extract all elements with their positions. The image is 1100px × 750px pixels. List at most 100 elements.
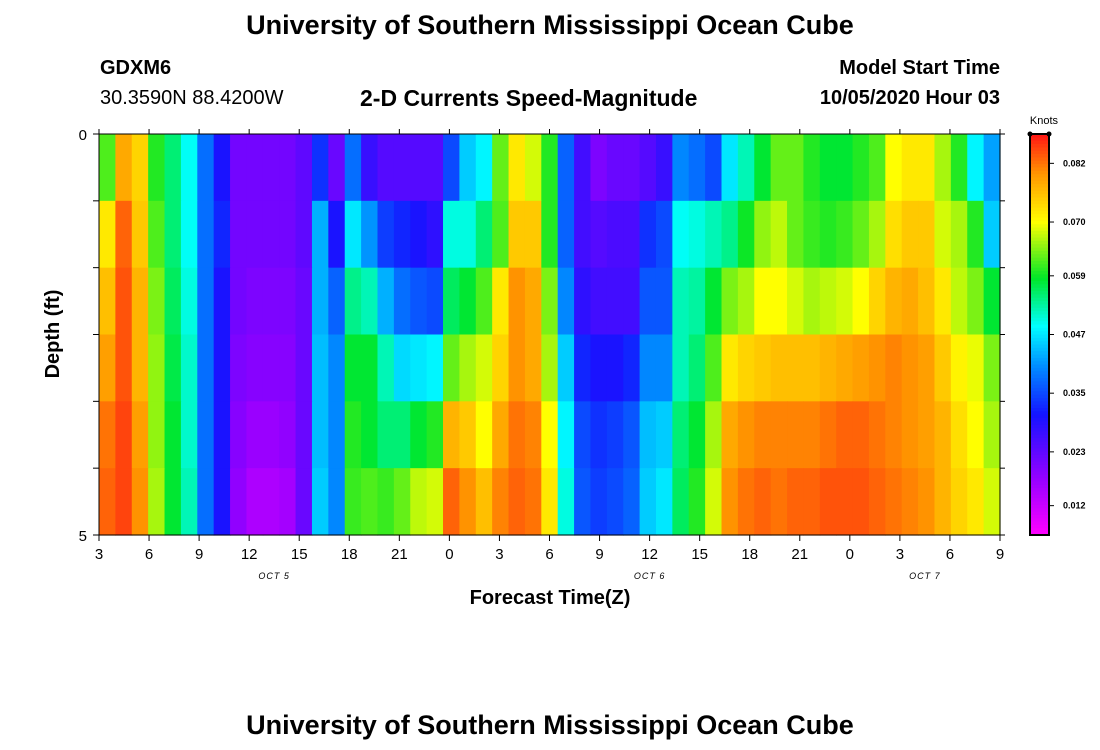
heatmap-cell: [377, 334, 395, 402]
colorbar-segment: [1030, 190, 1049, 195]
heatmap-cell: [377, 468, 395, 536]
heatmap-cell: [148, 401, 166, 469]
heatmap-cell: [508, 468, 526, 536]
heatmap-cell: [655, 134, 673, 202]
colorbar-segment: [1030, 170, 1049, 175]
x-tick-label: 21: [791, 546, 808, 563]
heatmap-cell: [344, 200, 362, 269]
colorbar-segment: [1030, 384, 1049, 389]
heatmap-cell: [311, 134, 329, 202]
colorbar-tick-label: 0.023: [1063, 447, 1086, 457]
colorbar-segment: [1030, 260, 1049, 265]
heatmap-cell: [787, 468, 805, 536]
heatmap-cell: [590, 334, 608, 402]
colorbar-tick-label: 0.012: [1063, 501, 1086, 511]
heatmap-cell: [475, 334, 493, 402]
heatmap-cell: [623, 267, 641, 336]
heatmap-cell: [787, 267, 805, 336]
heatmap-cell: [688, 200, 706, 269]
currents-heatmap-chart: 05 3 6 9 12 15 18 21 0 3 6 9 12 15 18 21 0 3 6 9 OCT 5 OCT …: [42, 115, 1086, 609]
heatmap-cell: [164, 134, 182, 202]
heatmap-cell: [410, 200, 428, 269]
heatmap-cell: [492, 401, 510, 469]
heatmap-cell: [918, 468, 936, 536]
heatmap-cell: [967, 134, 985, 202]
heatmap-cell: [180, 334, 198, 402]
heatmap-cell: [918, 334, 936, 402]
heatmap-cell: [983, 267, 1001, 336]
x-tick-label: 9: [996, 546, 1004, 563]
heatmap-cell: [361, 134, 379, 202]
heatmap-cell: [492, 468, 510, 536]
colorbar-segment: [1030, 374, 1049, 379]
colorbar-segment: [1030, 217, 1049, 222]
heatmap-cell: [377, 134, 395, 202]
heatmap-cell: [426, 267, 444, 336]
heatmap-cell: [754, 267, 772, 336]
heatmap-cell: [524, 267, 542, 336]
heatmap-cell: [262, 200, 280, 269]
heatmap-cell: [688, 468, 706, 536]
model-start-label: Model Start Time: [839, 57, 1000, 79]
heatmap-cell: [328, 334, 346, 402]
heatmap-cell: [377, 267, 395, 336]
heatmap-cell: [148, 334, 166, 402]
heatmap-cell: [950, 468, 968, 536]
x-axis-label: Forecast Time(Z): [470, 587, 631, 609]
heatmap-cell: [918, 200, 936, 269]
heatmap-cell: [475, 401, 493, 469]
colorbar-segment: [1030, 494, 1049, 499]
heatmap-cell: [606, 401, 624, 469]
heatmap-cell: [246, 267, 264, 336]
heatmap-cell: [475, 134, 493, 202]
heatmap-cell: [115, 468, 133, 536]
heatmap-cell: [443, 401, 460, 469]
colorbar-segment: [1030, 394, 1049, 399]
heatmap-cell: [934, 267, 952, 336]
heatmap-cell: [164, 267, 182, 336]
heatmap-cell: [574, 401, 592, 469]
colorbar-segment: [1030, 160, 1049, 165]
x-tick-label: 15: [291, 546, 308, 563]
heatmap-cell: [328, 200, 346, 269]
heatmap-cell: [295, 468, 313, 536]
colorbar-segment: [1030, 174, 1049, 179]
colorbar-segment: [1030, 224, 1049, 229]
heatmap-cell: [279, 134, 297, 202]
heatmap-cell: [410, 134, 428, 202]
heatmap-cell: [410, 468, 428, 536]
colorbar-label: Knots: [1030, 115, 1059, 127]
heatmap-cell: [606, 468, 624, 536]
heatmap-cell: [574, 468, 592, 536]
heatmap-cell: [410, 334, 428, 402]
colorbar-segment: [1030, 431, 1049, 436]
colorbar-segment: [1030, 184, 1049, 189]
colorbar-segment: [1030, 247, 1049, 252]
heatmap-cell: [393, 267, 411, 336]
x-tick-label: 21: [391, 546, 408, 563]
colorbar-segment: [1030, 220, 1049, 225]
colorbar-segment: [1030, 418, 1049, 422]
heatmap-cell: [950, 401, 968, 469]
colorbar-segment: [1030, 147, 1049, 152]
colorbar-segment: [1030, 421, 1049, 426]
heatmap-cell: [508, 267, 526, 336]
heatmap-cell: [557, 401, 575, 469]
colorbar-segment: [1030, 277, 1049, 282]
colorbar: 0.082 0.070 0.059 0.047 0.035 0.023 0.012: [1027, 131, 1086, 536]
heatmap-cell: [148, 200, 166, 269]
heatmap-cell: [590, 200, 608, 269]
colorbar-segment: [1030, 294, 1049, 299]
heatmap-cell: [950, 334, 968, 402]
heatmap-cell: [344, 334, 362, 402]
chart-subtitle: 2-D Currents Speed-Magnitude: [360, 85, 698, 111]
heatmap-cell: [819, 401, 837, 469]
colorbar-segment: [1030, 344, 1049, 349]
heatmap-cell: [426, 468, 444, 536]
colorbar-segment: [1030, 361, 1049, 366]
heatmap-cell: [377, 401, 395, 469]
heatmap-cell: [99, 401, 116, 469]
colorbar-segment: [1030, 414, 1049, 419]
heatmap-cell: [885, 401, 903, 469]
heatmap-cell: [295, 401, 313, 469]
